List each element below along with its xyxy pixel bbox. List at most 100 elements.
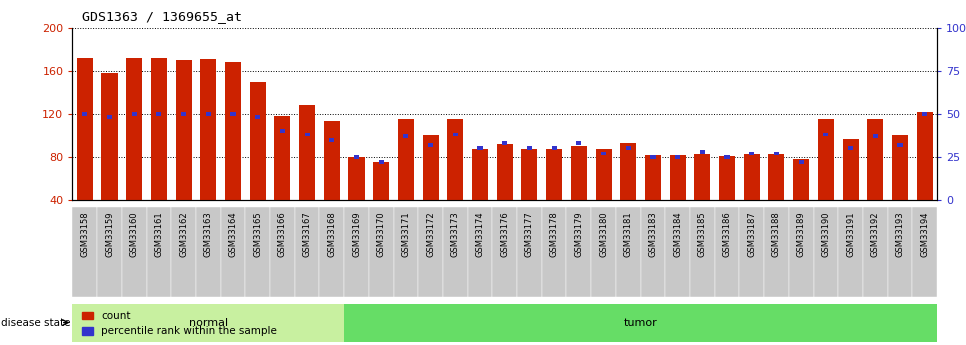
Text: GSM33174: GSM33174 — [475, 211, 485, 257]
Text: GSM33171: GSM33171 — [402, 211, 411, 257]
Bar — [231, 112, 236, 116]
Bar — [82, 112, 87, 116]
Text: disease state: disease state — [1, 318, 71, 327]
Bar — [799, 160, 804, 164]
Text: normal: normal — [188, 318, 228, 327]
Text: GSM33168: GSM33168 — [327, 211, 336, 257]
Text: GSM33181: GSM33181 — [624, 211, 633, 257]
Bar — [522, 149, 537, 200]
Bar — [571, 146, 587, 200]
Bar — [768, 154, 784, 200]
Text: GSM33191: GSM33191 — [846, 211, 855, 257]
Text: GSM33173: GSM33173 — [451, 211, 460, 257]
Bar — [127, 58, 142, 200]
Text: GSM33160: GSM33160 — [129, 211, 139, 257]
Text: GSM33162: GSM33162 — [179, 211, 188, 257]
Text: GSM33169: GSM33169 — [352, 211, 361, 257]
Bar — [156, 112, 161, 116]
Bar — [750, 152, 754, 155]
Bar — [249, 81, 266, 200]
Text: GSM33161: GSM33161 — [155, 211, 163, 257]
Bar — [650, 155, 656, 159]
Bar — [917, 112, 933, 200]
Bar — [818, 119, 834, 200]
Bar — [176, 60, 191, 200]
Text: GSM33178: GSM33178 — [550, 211, 558, 257]
Text: GSM33163: GSM33163 — [204, 211, 213, 257]
Bar — [398, 119, 414, 200]
Bar — [354, 155, 359, 159]
Bar — [626, 147, 631, 150]
Text: GSM33188: GSM33188 — [772, 211, 781, 257]
Bar — [793, 159, 810, 200]
Text: GSM33170: GSM33170 — [377, 211, 385, 257]
Bar — [280, 129, 285, 133]
Bar — [552, 147, 556, 150]
Bar — [373, 162, 389, 200]
Bar — [724, 155, 729, 159]
Bar — [620, 143, 637, 200]
Bar — [923, 112, 927, 116]
Text: GSM33189: GSM33189 — [797, 211, 806, 257]
Bar — [206, 112, 211, 116]
Bar — [867, 119, 883, 200]
Bar — [404, 135, 409, 138]
Bar — [472, 149, 488, 200]
Text: GSM33186: GSM33186 — [723, 211, 731, 257]
Text: GSM33167: GSM33167 — [302, 211, 312, 257]
Text: GSM33183: GSM33183 — [648, 211, 658, 257]
Text: GDS1363 / 1369655_at: GDS1363 / 1369655_at — [82, 10, 242, 23]
Bar — [422, 136, 439, 200]
Text: GSM33177: GSM33177 — [525, 211, 534, 257]
Bar — [823, 133, 829, 136]
Text: GSM33158: GSM33158 — [80, 211, 89, 257]
Bar — [107, 116, 112, 119]
Text: GSM33192: GSM33192 — [870, 211, 880, 257]
Bar — [719, 156, 735, 200]
Bar — [428, 143, 433, 147]
Text: GSM33190: GSM33190 — [821, 211, 831, 257]
Bar — [897, 143, 902, 147]
Bar — [379, 160, 384, 164]
Bar — [324, 121, 340, 200]
Bar — [200, 59, 216, 200]
Text: tumor: tumor — [624, 318, 658, 327]
Bar — [645, 155, 661, 200]
Text: GSM33193: GSM33193 — [895, 211, 904, 257]
Text: GSM33185: GSM33185 — [697, 211, 707, 257]
Bar — [774, 152, 779, 155]
Bar — [669, 155, 686, 200]
Legend: count, percentile rank within the sample: count, percentile rank within the sample — [82, 311, 277, 336]
Bar — [744, 154, 760, 200]
Bar — [699, 150, 705, 154]
Bar — [274, 116, 291, 200]
Text: GSM33179: GSM33179 — [575, 211, 583, 257]
Bar — [675, 155, 680, 159]
Bar — [329, 138, 334, 141]
Bar — [497, 144, 513, 200]
Bar — [595, 149, 611, 200]
Text: GSM33194: GSM33194 — [921, 211, 929, 257]
Text: GSM33187: GSM33187 — [748, 211, 756, 257]
Text: GSM33172: GSM33172 — [426, 211, 435, 257]
Bar — [151, 58, 167, 200]
Bar — [225, 62, 242, 200]
Bar — [526, 147, 532, 150]
Bar — [842, 139, 859, 200]
Bar — [299, 105, 315, 200]
Bar — [304, 133, 310, 136]
Bar — [872, 135, 878, 138]
Bar — [848, 147, 853, 150]
Bar — [546, 149, 562, 200]
Text: GSM33184: GSM33184 — [673, 211, 682, 257]
Bar — [601, 152, 606, 155]
Bar — [76, 58, 93, 200]
Bar — [181, 112, 186, 116]
Bar — [892, 136, 908, 200]
Bar — [477, 147, 483, 150]
Text: GSM33164: GSM33164 — [229, 211, 238, 257]
Text: GSM33166: GSM33166 — [278, 211, 287, 257]
Text: GSM33159: GSM33159 — [105, 211, 114, 257]
Text: GSM33165: GSM33165 — [253, 211, 262, 257]
Text: GSM33176: GSM33176 — [500, 211, 509, 257]
